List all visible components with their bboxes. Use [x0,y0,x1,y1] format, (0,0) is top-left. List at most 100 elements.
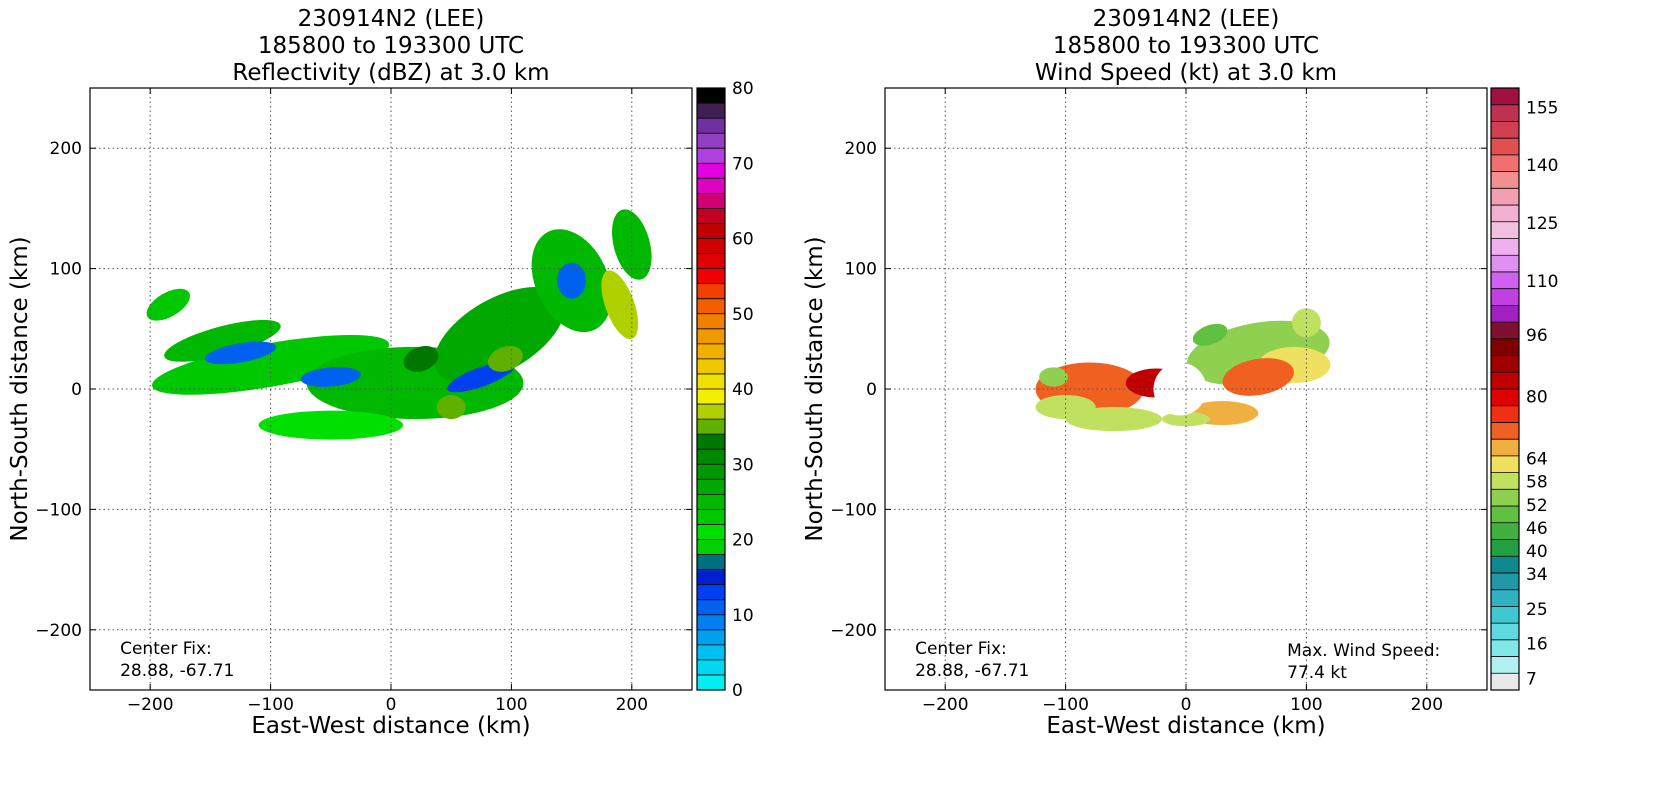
colorbar-segment [697,614,725,631]
colorbar-frame [1490,87,1520,691]
colorbar-segment [1491,238,1519,256]
x-tick-label: −100 [1042,695,1089,715]
colorbar-tick-label: 64 [1526,449,1548,469]
colorbar-segment [1491,455,1519,474]
data-cell [612,209,652,280]
data-cell [601,270,639,340]
colorbar-segment [697,674,725,691]
colorbar-segment [1491,673,1519,691]
colorbar-segment [1491,355,1519,373]
colorbar-tick-label: 30 [732,455,754,475]
colorbar-segment [1491,154,1519,173]
data-cell [164,319,281,362]
x-tick-label: −200 [127,695,174,715]
colorbar-segment [697,88,725,104]
colorbar-segment [697,103,725,119]
colorbar-segment [697,328,725,345]
colorbar-segment [697,358,725,375]
colorbar-segment [697,509,725,525]
colorbar-segment [697,389,725,405]
data-cell [1192,323,1228,346]
colorbar-segment [697,434,725,450]
eye-region [1153,362,1207,416]
center-fix-value: 28.88, -67.71 [120,661,234,681]
colorbar-segment [1491,522,1519,540]
colorbar-segment [697,208,725,224]
data-cell [151,335,390,395]
colorbar-tick-label: 20 [732,531,754,551]
colorbar-segment [697,268,725,285]
colorbar-tick-label: 96 [1526,326,1548,346]
colorbar-segment [1491,338,1519,357]
colorbar-segment [697,193,725,209]
colorbar-segment [697,629,725,646]
colorbar-segment [697,253,725,270]
colorbar: 0 10 20 30 40 50 60 70 80 [696,79,754,701]
colorbar-tick-label: 7 [1526,669,1537,689]
colorbar-segment [1491,138,1519,156]
y-tick-label: −100 [35,500,82,520]
center-fix-label: Center Fix: [915,639,1007,659]
x-tick-label: 100 [1290,695,1322,715]
data-cell [146,288,190,321]
colorbar-segment [1491,205,1519,223]
colorbar-segment [697,313,725,330]
grid [90,88,692,690]
colorbar-segment [1491,422,1519,440]
max-wind-label: Max. Wind Speed: [1287,641,1440,661]
colorbar-tick-label: 80 [1526,388,1548,408]
colorbar-segment [1491,606,1519,624]
data-field [146,209,652,440]
data-cell [204,341,277,365]
colorbar-segment [697,554,725,571]
colorbar-segment [697,569,725,586]
colorbar-tick-label: 70 [732,154,754,174]
colorbar-segment [1491,104,1519,122]
chart-title-line: 230914N2 (LEE) [298,6,485,32]
colorbar-segment [697,644,725,661]
x-axis-label: East-West distance (km) [1046,713,1325,739]
chart-title-line: Reflectivity (dBZ) at 3.0 km [232,60,549,86]
colorbar-tick-label: 155 [1526,98,1558,118]
colorbar-segment [697,524,725,540]
x-tick-label: −100 [247,695,294,715]
colorbar-segment [1491,255,1519,273]
colorbar-segment [1491,405,1519,423]
colorbar-tick-label: 40 [732,380,754,400]
x-tick-label: −200 [922,695,969,715]
y-tick-label: 100 [845,260,877,280]
data-cell [487,346,523,372]
data-cell [436,395,466,420]
colorbar-tick-label: 50 [732,305,754,325]
colorbar-tick-label: 60 [732,230,754,250]
chart-title-line: 185800 to 193300 UTC [1053,33,1319,59]
y-tick-label: 200 [50,139,82,159]
data-cell [1161,411,1211,427]
y-axis-label: North-South distance (km) [802,236,828,541]
data-cell [557,262,587,299]
chart-title-line: 185800 to 193300 UTC [258,33,524,59]
colorbar-segment [697,148,725,164]
chart-title-line: Wind Speed (kt) at 3.0 km [1035,60,1337,86]
colorbar-segment [1491,556,1519,574]
data-cell [434,287,565,383]
colorbar-segment [697,133,725,149]
x-tick-label: 0 [386,695,397,715]
x-tick-label: 200 [616,695,648,715]
colorbar-segment [1491,472,1519,490]
colorbar-segment [697,238,725,255]
y-tick-label: −100 [830,500,877,520]
colorbar-segment [1491,121,1519,139]
x-tick-label: 0 [1181,695,1192,715]
colorbar-tick-label: 58 [1526,473,1548,493]
colorbar-segment [697,163,725,179]
colorbar-segment [697,373,725,390]
x-axis-label: East-West distance (km) [251,713,530,739]
colorbar-segment [1491,539,1519,557]
colorbar-segment [1491,372,1519,390]
colorbar-segment [1491,623,1519,641]
center-fix-label: Center Fix: [120,639,212,659]
colorbar-tick-label: 125 [1526,214,1558,234]
y-tick-label: 100 [50,260,82,280]
